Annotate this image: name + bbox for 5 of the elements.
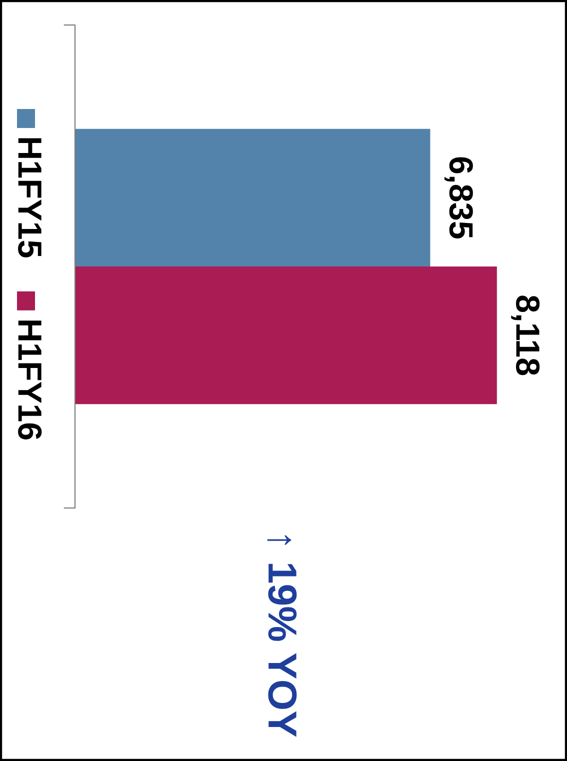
legend-label: H1FY16 xyxy=(18,320,42,440)
text: ↑ 19% YOY xyxy=(267,535,297,737)
data-label: 6,835 xyxy=(444,157,473,238)
legend-label: H1FY15 xyxy=(18,138,42,258)
data-label: 8,118 xyxy=(511,296,540,376)
